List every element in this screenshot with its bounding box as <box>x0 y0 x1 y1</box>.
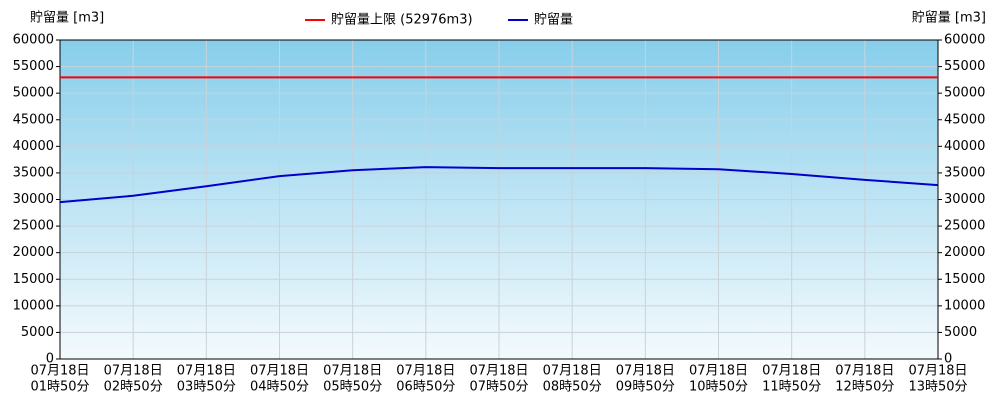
y2-tick-label: 40000 <box>944 139 985 154</box>
legend: 貯留量上限 (52976m3) 貯留量 <box>305 13 573 28</box>
y-tick-label: 0 <box>46 352 54 367</box>
x-tick-label: 07月18日 <box>104 364 163 379</box>
y2-tick-label: 0 <box>944 352 952 367</box>
x-tick-label: 07月18日 <box>616 364 675 379</box>
y2-axis-title: 貯留量 [m3] <box>912 11 986 26</box>
y-tick-label: 15000 <box>13 272 54 287</box>
data-line <box>59 166 939 204</box>
x-tick-label: 07月18日 <box>30 364 89 379</box>
y2-tick-label: 20000 <box>944 245 985 260</box>
y2-tick-label: 5000 <box>944 325 977 340</box>
y-tick-label: 30000 <box>13 192 54 207</box>
y-tick-label: 10000 <box>13 298 54 313</box>
x-tick-label: 07月18日 <box>762 364 821 379</box>
x-tick-label: 08時50分 <box>543 380 602 395</box>
x-tick-label: 07月18日 <box>469 364 528 379</box>
x-tick-label: 05時50分 <box>323 380 382 395</box>
x-tick-label: 07月18日 <box>543 364 602 379</box>
y-tick-label: 45000 <box>13 112 54 127</box>
y-tick-label: 20000 <box>13 245 54 260</box>
y-tick-label: 50000 <box>13 86 54 101</box>
legend-label: 貯留量上限 (52976m3) <box>331 13 473 28</box>
y-tick-label: 55000 <box>13 59 54 74</box>
y-tick-label: 40000 <box>13 139 54 154</box>
y2-tick-label: 55000 <box>944 59 985 74</box>
y2-tick-label: 60000 <box>944 33 985 48</box>
legend-label: 貯留量 <box>534 13 573 28</box>
x-tick-label: 07月18日 <box>835 364 894 379</box>
x-tick-label: 02時50分 <box>104 380 163 395</box>
x-tick-label: 07月18日 <box>396 364 455 379</box>
plot-border <box>59 39 939 360</box>
x-tick-label: 10時50分 <box>689 380 748 395</box>
x-tick-label: 07時50分 <box>469 380 528 395</box>
y2-tick-label: 45000 <box>944 112 985 127</box>
y2-tick-label: 25000 <box>944 219 985 234</box>
x-tick-label: 07月18日 <box>689 364 748 379</box>
y-tick-label: 5000 <box>21 325 54 340</box>
x-tick-label: 11時50分 <box>762 380 821 395</box>
y2-tick-label: 15000 <box>944 272 985 287</box>
x-tick-label: 07月18日 <box>908 364 967 379</box>
x-tick-label: 06時50分 <box>396 380 455 395</box>
y-tick-label: 60000 <box>13 33 54 48</box>
y2-tick-label: 10000 <box>944 298 985 313</box>
x-tick-label: 07月18日 <box>177 364 236 379</box>
x-tick-label: 13時50分 <box>908 380 967 395</box>
x-tick-label: 04時50分 <box>250 380 309 395</box>
y-tick-label: 35000 <box>13 165 54 180</box>
y2-tick-label: 30000 <box>944 192 985 207</box>
x-tick-label: 01時50分 <box>30 380 89 395</box>
x-tick-label: 09時50分 <box>616 380 675 395</box>
y2-tick-label: 50000 <box>944 86 985 101</box>
x-tick-label: 07月18日 <box>323 364 382 379</box>
y-axis-title: 貯留量 [m3] <box>30 11 104 26</box>
x-tick-label: 03時50分 <box>177 380 236 395</box>
x-tick-label: 07月18日 <box>250 364 309 379</box>
x-tick-label: 12時50分 <box>835 380 894 395</box>
y2-tick-label: 35000 <box>944 165 985 180</box>
y-tick-label: 25000 <box>13 219 54 234</box>
